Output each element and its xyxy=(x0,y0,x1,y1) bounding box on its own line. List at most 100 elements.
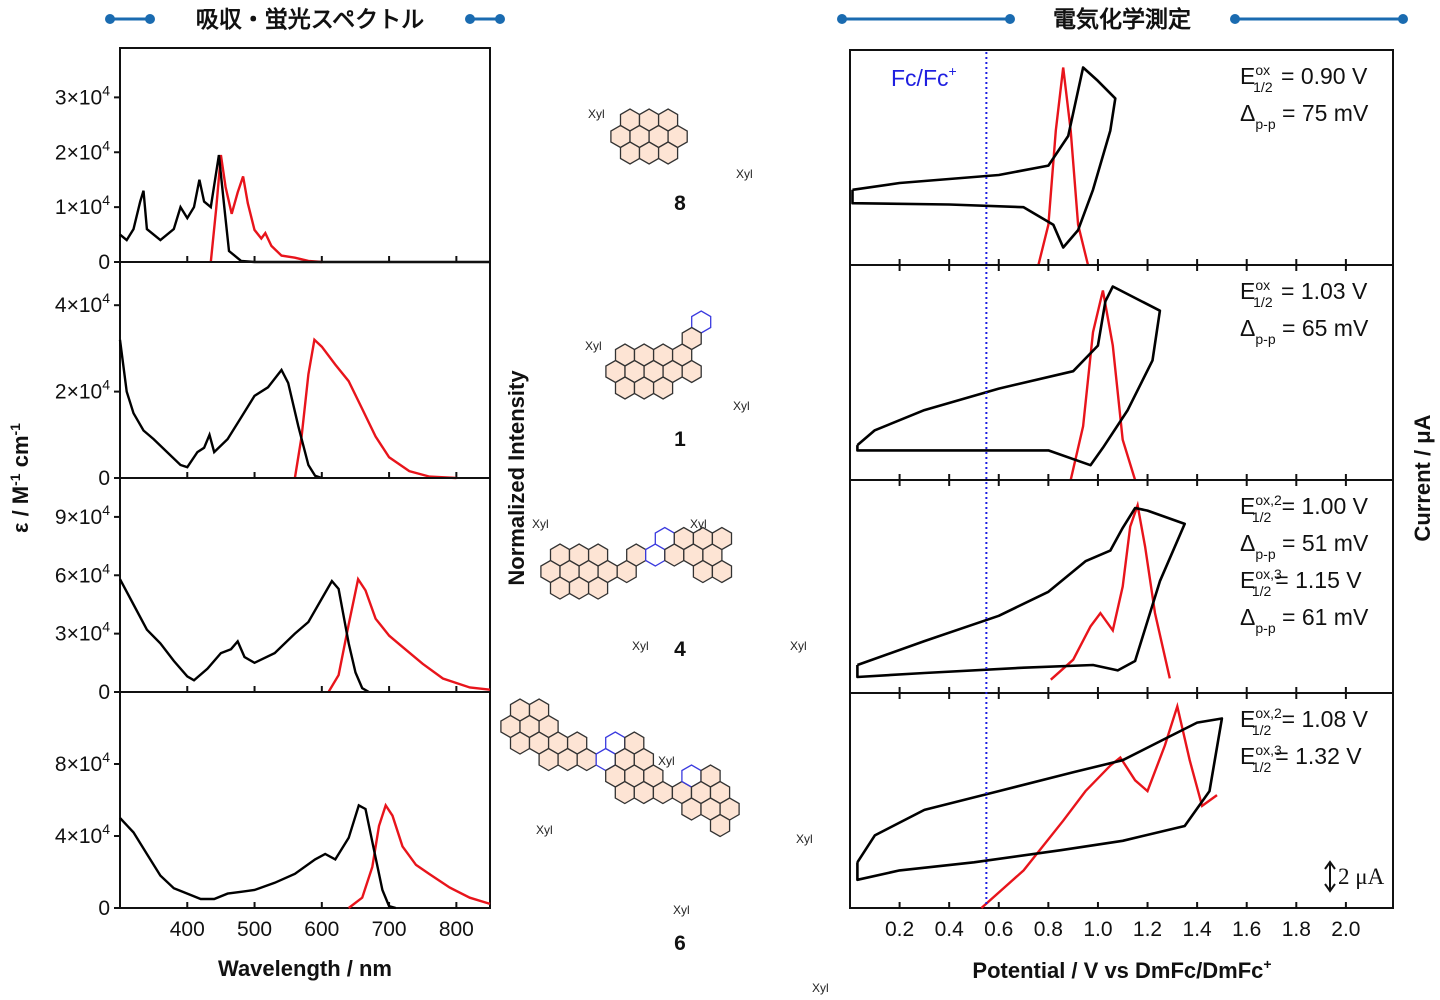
y-tick-label: 6×104 xyxy=(55,560,110,587)
aromatic-ring xyxy=(633,780,655,805)
x-tick-label: 0.4 xyxy=(935,918,965,941)
xyl-substituent-label: Xyl xyxy=(536,823,553,837)
y-axis-label: ε / M-1 cm-1 xyxy=(7,423,33,533)
y-tick-exponent: 4 xyxy=(102,821,110,837)
header-right-line-1-dot xyxy=(1005,14,1015,24)
xyl-substituent-label: Xyl xyxy=(790,639,807,653)
text-part: = 1.32 V xyxy=(1275,743,1362,769)
xyl-substituent-label: Xyl xyxy=(673,903,690,917)
text-part: 3×10 xyxy=(55,623,102,646)
cv-loop xyxy=(856,506,1186,679)
y-tick-label: 3×104 xyxy=(55,82,110,109)
header-right-title: 電気化学測定 xyxy=(1053,6,1191,33)
absorption-line xyxy=(119,803,397,910)
y-tick-label: 2×104 xyxy=(55,137,110,164)
text-part: = 1.15 V xyxy=(1275,567,1362,593)
text-part: = 1.00 V xyxy=(1275,493,1368,519)
y-tick-label: 0 xyxy=(98,251,110,274)
aromatic-ring xyxy=(538,747,559,772)
x-tick-label: 0.6 xyxy=(984,918,1013,941)
x-axis-label: Potential / V vs DmFc/DmFc+ xyxy=(972,956,1271,983)
text-part: E xyxy=(1240,706,1255,732)
compound-number: 4 xyxy=(674,638,686,661)
text-part: ε / M xyxy=(8,486,33,533)
emission-line xyxy=(209,154,322,264)
xyl-substituent-label: Xyl xyxy=(812,981,829,995)
xyl-substituent-label: Xyl xyxy=(658,754,675,768)
y-tick-label: 2×104 xyxy=(55,377,110,404)
y-tick-label: 0 xyxy=(98,681,110,704)
y-tick-exponent: 4 xyxy=(102,377,110,393)
fc-label: Fc/Fc+ xyxy=(891,63,957,91)
aromatic-ring xyxy=(614,376,636,400)
potential-annotation: Eox,3 1/2 = 1.32 V xyxy=(1240,742,1362,775)
y-tick-exponent: 4 xyxy=(102,619,110,635)
dpv-line xyxy=(1069,290,1137,481)
header-left-line-1-dot xyxy=(145,14,155,24)
cv-loop xyxy=(851,66,1117,249)
compound-number: 1 xyxy=(674,428,686,451)
text-part: Δ xyxy=(1240,100,1255,126)
dpv-line xyxy=(980,701,1218,909)
text-part: E xyxy=(1240,743,1255,769)
abs-panel-frame xyxy=(119,691,491,909)
y-tick-label: 0 xyxy=(98,897,110,920)
dpv-line xyxy=(1050,500,1171,681)
potential-annotation: Δp-p = 51 mV xyxy=(1240,530,1369,562)
text-part: 8×10 xyxy=(55,753,102,776)
text-part: 1/2 xyxy=(1252,583,1272,599)
absorption-line xyxy=(119,154,490,264)
abs-panel-frame xyxy=(119,477,491,693)
text-part: = 75 mV xyxy=(1276,100,1369,126)
text-part: 6×10 xyxy=(55,564,102,587)
absorption-line xyxy=(118,578,370,694)
emission-line xyxy=(293,337,457,480)
y-tick-label: 0 xyxy=(98,467,110,490)
text-part: 1/2 xyxy=(1253,79,1273,95)
scale-bar-arrows xyxy=(1324,860,1336,893)
text-part: E xyxy=(1240,493,1255,519)
potential-annotation: Eox,3 1/2 = 1.15 V xyxy=(1240,566,1362,599)
text-part: p-p xyxy=(1255,546,1275,562)
text-part: ox xyxy=(1255,62,1270,78)
aromatic-ring xyxy=(576,747,597,772)
text-part: Potential / V vs DmFc/DmFc xyxy=(972,958,1263,983)
abs-panel-frame xyxy=(119,261,491,479)
y-tick-label: 9×104 xyxy=(55,502,110,529)
text-part: 9×10 xyxy=(55,506,102,529)
x-tick-label: 0.2 xyxy=(885,918,914,941)
header-left-line-2-dot xyxy=(495,14,505,24)
aromatic-ring xyxy=(614,780,635,805)
text-part: Δ xyxy=(1240,530,1255,556)
x-tick-label: 1.8 xyxy=(1282,918,1311,941)
potential-annotation: Eox,2 1/2 = 1.00 V xyxy=(1240,492,1369,525)
y-tick-exponent: 4 xyxy=(102,290,110,306)
abs-panel-frame xyxy=(119,47,491,263)
aromatic-ring xyxy=(652,780,674,805)
aromatic-ring xyxy=(638,141,660,165)
text-part: = 1.03 V xyxy=(1275,278,1368,304)
molecule-structure xyxy=(500,698,740,838)
x-tick-label: 1.0 xyxy=(1083,918,1112,941)
potential-annotation: Δp-p = 65 mV xyxy=(1240,315,1369,347)
text-part: -1 xyxy=(7,473,23,486)
text-part: ox,2 xyxy=(1255,705,1282,721)
text-part: 1/2 xyxy=(1253,294,1273,310)
potential-annotation: Eox 1/2 = 1.03 V xyxy=(1240,277,1368,310)
molecule-structure xyxy=(610,108,688,165)
absorption-line xyxy=(118,339,323,480)
text-part: Δ xyxy=(1240,315,1255,341)
y-tick-exponent: 4 xyxy=(102,82,110,98)
scale-bar-label: 2 μA xyxy=(1338,864,1385,889)
text-part: E xyxy=(1240,278,1255,304)
text-part: ox,2 xyxy=(1255,492,1282,508)
molecule-structure xyxy=(540,526,733,600)
cv-loop xyxy=(856,285,1162,467)
text-part: + xyxy=(949,63,957,79)
aromatic-ring xyxy=(664,543,685,567)
text-part: = 65 mV xyxy=(1276,315,1369,341)
aromatic-ring xyxy=(709,813,731,838)
y-tick-label: 3×104 xyxy=(55,619,110,646)
aromatic-ring xyxy=(681,359,702,384)
xyl-substituent-label: Xyl xyxy=(796,832,813,846)
